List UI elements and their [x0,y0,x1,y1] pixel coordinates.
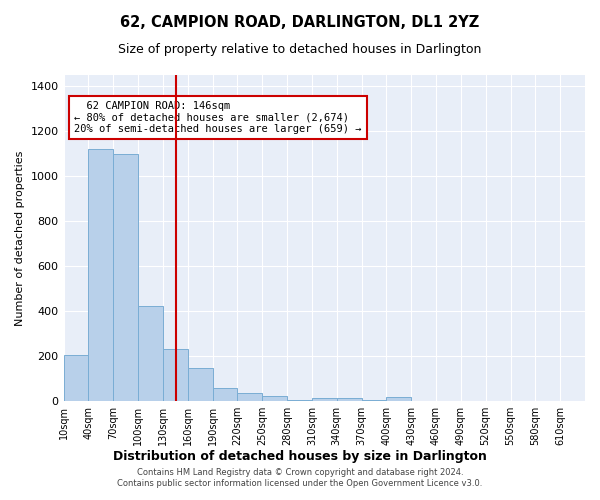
Bar [188,368,212,401]
Bar [262,396,287,401]
Bar [88,149,113,401]
Bar [212,388,238,401]
Y-axis label: Number of detached properties: Number of detached properties [15,150,25,326]
Text: 62, CAMPION ROAD, DARLINGTON, DL1 2YZ: 62, CAMPION ROAD, DARLINGTON, DL1 2YZ [121,15,479,30]
Text: 62 CAMPION ROAD: 146sqm
← 80% of detached houses are smaller (2,674)
20% of semi: 62 CAMPION ROAD: 146sqm ← 80% of detache… [74,101,361,134]
Bar [312,398,337,401]
Bar [113,154,138,401]
Text: Distribution of detached houses by size in Darlington: Distribution of detached houses by size … [113,450,487,463]
Bar [163,349,188,401]
Text: Contains HM Land Registry data © Crown copyright and database right 2024.
Contai: Contains HM Land Registry data © Crown c… [118,468,482,487]
Bar [287,400,312,401]
Bar [362,400,386,401]
Bar [238,393,262,401]
Bar [337,398,362,401]
Bar [386,398,411,401]
Text: Size of property relative to detached houses in Darlington: Size of property relative to detached ho… [118,42,482,56]
Bar [64,354,88,401]
Bar [138,306,163,401]
